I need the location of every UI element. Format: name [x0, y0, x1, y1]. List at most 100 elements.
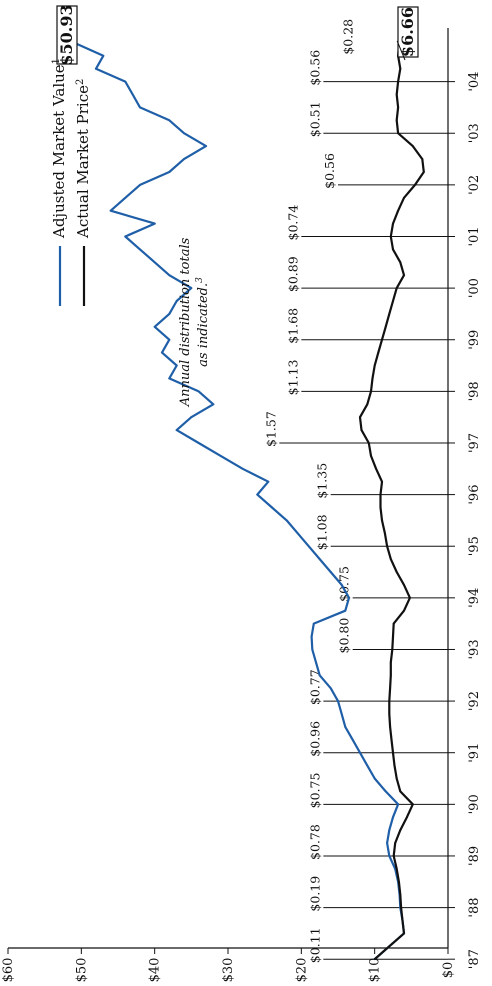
data-point [421, 158, 424, 160]
x-tick-label: '94 [467, 588, 482, 608]
data-point [389, 235, 392, 238]
data-point [406, 816, 408, 819]
data-point [390, 738, 393, 741]
x-tick-label: '87 [467, 949, 482, 969]
data-point [388, 713, 391, 715]
y-tick-label: $20 [294, 958, 309, 983]
data-point [312, 622, 315, 625]
data-point [392, 751, 394, 754]
data-point [389, 687, 391, 690]
data-point [373, 958, 376, 961]
data-point [397, 880, 400, 883]
data-point [197, 442, 200, 444]
series-line-adjusted [74, 41, 406, 961]
y-tick-label: $50 [74, 958, 89, 983]
distribution-label: $1.13 [285, 360, 300, 396]
distribution-label: $0.51 [307, 101, 322, 137]
data-point [392, 300, 394, 302]
data-point [399, 261, 402, 264]
y-tick-label: $10 [368, 958, 383, 983]
data-point [403, 274, 405, 277]
data-point [175, 300, 178, 302]
legend-label: Actual Market Price2 [74, 79, 92, 239]
data-point [153, 222, 156, 225]
data-point [366, 403, 369, 406]
distribution-label: $0.19 [307, 876, 322, 912]
distribution-label: $1.35 [315, 463, 330, 499]
data-point [168, 171, 171, 173]
data-point [344, 609, 347, 612]
data-point [389, 674, 392, 677]
data-point [395, 777, 398, 780]
data-point [389, 661, 392, 664]
x-tick-label: '90 [467, 794, 482, 814]
data-point [392, 622, 395, 625]
data-point [391, 648, 394, 651]
data-point [348, 596, 350, 599]
data-point [285, 519, 288, 522]
data-point [168, 338, 171, 341]
end-label-actual: $6.66 [398, 7, 417, 57]
data-point [395, 93, 398, 96]
x-tick-label: '03 [467, 123, 482, 143]
data-point [397, 209, 400, 212]
legend-label: Adjusted Market Value1 [50, 58, 68, 239]
data-point [271, 506, 273, 509]
end-label-adjusted: $50.93 [57, 4, 76, 65]
distribution-label: $1.68 [285, 308, 300, 344]
data-point [318, 558, 321, 561]
data-point [381, 519, 383, 522]
data-point [392, 222, 394, 225]
data-point [397, 132, 400, 135]
end-box-adjusted [56, 5, 78, 65]
chart-plot: $0 $10 $20 $30 $40 $50 $60 '87 '88 '89 '90 '91 '92 '9… [1, 4, 482, 982]
data-point [370, 454, 372, 457]
data-point [109, 209, 112, 212]
distribution-label: $0.96 [307, 721, 322, 757]
end-box-actual [397, 6, 419, 58]
data-point [307, 545, 310, 548]
data-point [124, 196, 127, 199]
distribution-label: $0.75 [307, 773, 322, 809]
data-point [384, 532, 386, 535]
data-point [360, 429, 363, 431]
data-point [373, 777, 376, 780]
y-tick-label: $0 [441, 962, 456, 979]
distribution-note: Annual distribution totals as indicated.3 [178, 237, 211, 407]
data-point [153, 261, 156, 264]
data-point [367, 442, 370, 444]
data-point [375, 467, 378, 470]
data-point [414, 183, 416, 186]
data-point [397, 106, 400, 109]
data-point [388, 855, 391, 857]
distribution-label: $0.28 [340, 19, 355, 55]
data-point [315, 661, 317, 664]
data-point [256, 493, 259, 496]
data-point [401, 919, 404, 922]
data-point [329, 687, 332, 690]
series-line-actual [358, 42, 425, 961]
data-point [384, 325, 387, 328]
data-point [399, 893, 402, 896]
chart-legend: Adjusted Market Value1 Actual Market Pric… [50, 58, 92, 306]
data-point [379, 506, 382, 509]
legend-footnote-mark: 2 [75, 79, 86, 85]
data-point [219, 454, 222, 457]
data-point [388, 945, 391, 948]
data-point [340, 584, 343, 586]
data-point [139, 183, 141, 186]
data-point [397, 803, 400, 806]
data-point [386, 545, 389, 548]
data-point [359, 751, 361, 754]
data-point [296, 532, 299, 535]
data-point [183, 132, 185, 135]
distribution-label: $0.11 [307, 927, 322, 963]
data-point [124, 80, 127, 83]
x-tick-label: '00 [467, 278, 482, 298]
data-point [310, 635, 313, 638]
data-point [408, 596, 411, 599]
data-point [377, 351, 380, 354]
data-point [161, 351, 163, 354]
x-tick-label: '95 [467, 536, 482, 556]
x-tick-label: '04 [467, 72, 482, 92]
